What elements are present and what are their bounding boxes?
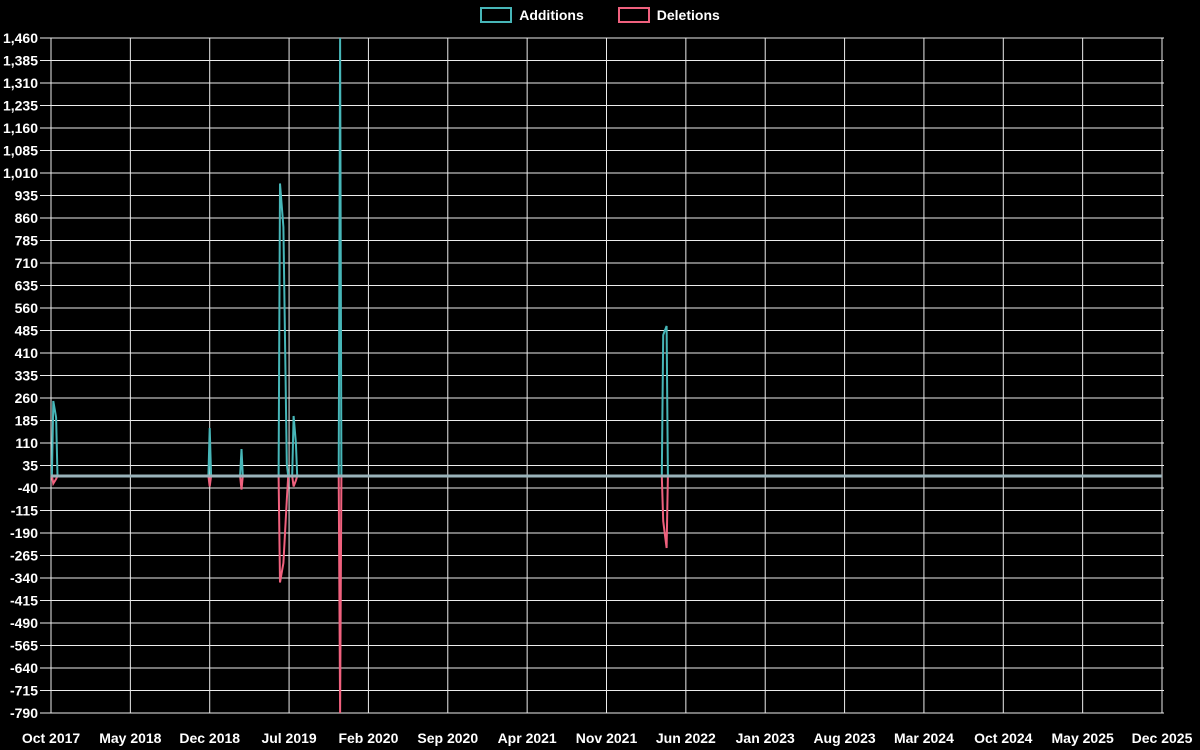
x-tick-label: Aug 2023	[813, 730, 875, 746]
x-tick-label: May 2018	[99, 730, 161, 746]
y-tick-label: 860	[15, 210, 39, 226]
y-tick-label: 1,085	[3, 143, 38, 159]
legend-label-deletions: Deletions	[656, 7, 720, 23]
x-tick-label: May 2025	[1052, 730, 1114, 746]
y-tick-label: -340	[10, 570, 38, 586]
y-tick-label: 110	[15, 435, 38, 451]
y-tick-label: 710	[15, 255, 39, 271]
y-tick-label: 1,385	[3, 53, 38, 69]
y-tick-label: -715	[10, 683, 38, 699]
y-tick-label: 410	[15, 345, 39, 361]
x-tick-label: Jul 2019	[261, 730, 316, 746]
y-tick-label: 185	[15, 413, 39, 429]
x-tick-label: Jan 2023	[736, 730, 795, 746]
y-tick-label: 1,310	[3, 75, 38, 91]
x-tick-label: Mar 2024	[894, 730, 954, 746]
y-tick-label: 35	[22, 458, 38, 474]
x-tick-label: Nov 2021	[576, 730, 638, 746]
y-tick-label: -490	[10, 615, 38, 631]
x-tick-label: Jun 2022	[656, 730, 716, 746]
y-tick-label: 560	[15, 300, 39, 316]
x-tick-label: Dec 2025	[1132, 730, 1193, 746]
y-tick-label: 260	[15, 390, 39, 406]
legend-item-additions[interactable]: Additions	[480, 7, 584, 23]
y-tick-label: 485	[15, 323, 39, 339]
y-tick-label: 335	[15, 368, 39, 384]
y-tick-label: 1,010	[3, 165, 38, 181]
x-tick-label: Apr 2021	[498, 730, 557, 746]
y-tick-label: 635	[15, 278, 39, 294]
additions-swatch-icon	[480, 7, 513, 23]
legend-item-deletions[interactable]: Deletions	[617, 7, 720, 23]
y-tick-label: 1,235	[3, 98, 38, 114]
y-tick-label: -565	[10, 638, 38, 654]
x-tick-label: Oct 2017	[22, 730, 81, 746]
y-tick-label: -640	[10, 660, 38, 676]
y-tick-label: -265	[10, 548, 38, 564]
y-tick-label: 1,460	[3, 30, 38, 46]
chart-legend: Additions Deletions	[0, 7, 1200, 23]
x-tick-label: Dec 2018	[179, 730, 240, 746]
y-tick-label: -190	[10, 525, 38, 541]
x-tick-label: Oct 2024	[974, 730, 1033, 746]
y-tick-label: 935	[15, 188, 39, 204]
x-tick-label: Feb 2020	[338, 730, 398, 746]
y-tick-label: 785	[15, 233, 39, 249]
y-tick-label: 1,160	[3, 120, 38, 136]
y-tick-label: -415	[10, 593, 38, 609]
y-tick-label: -790	[10, 705, 38, 721]
deletions-swatch-icon	[617, 7, 650, 23]
y-tick-label: -115	[11, 503, 38, 519]
legend-label-additions: Additions	[519, 7, 584, 23]
y-tick-label: -40	[18, 480, 38, 496]
x-tick-label: Sep 2020	[417, 730, 478, 746]
